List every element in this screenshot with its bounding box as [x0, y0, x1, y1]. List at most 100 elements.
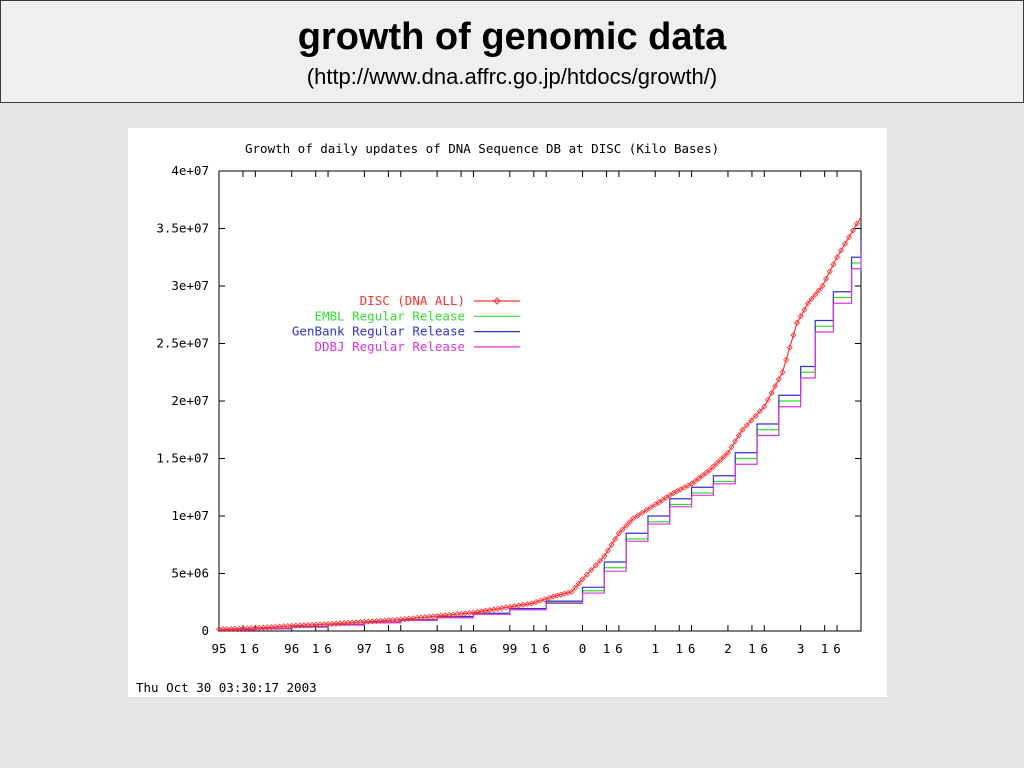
data-point-marker	[643, 506, 650, 514]
data-point-marker	[728, 443, 735, 451]
y-axis: 0 5e+06 1e+07 1.5e+07 2e+07 2.5e+07 3e+07 3.5e+…	[156, 163, 861, 638]
data-point-marker	[666, 492, 673, 499]
x-axis: 95 1 6 96 1 6 97 1 6 98 1 6 99 1 6 0 1 6 1 1 6 2 1 6 3 1 6	[211, 171, 841, 656]
data-point-marker	[721, 453, 728, 460]
data-point-marker	[692, 477, 699, 485]
x-tick-label: 6	[470, 641, 478, 656]
x-tick-label: 6	[324, 641, 332, 656]
x-tick-label: 98	[430, 641, 445, 656]
data-point-marker	[710, 463, 717, 470]
data-point-marker	[739, 426, 746, 433]
data-point-marker	[841, 240, 849, 247]
data-point-marker	[608, 541, 615, 548]
x-tick-label: 1	[651, 641, 659, 656]
data-point-marker	[240, 625, 247, 632]
slide-title: growth of genomic data	[297, 16, 727, 58]
x-tick-label: 1	[530, 641, 538, 656]
slide-subtitle: (http://www.dna.affrc.go.jp/htdocs/growt…	[306, 64, 718, 89]
y-tick-label: 0	[201, 623, 209, 638]
data-point-marker	[652, 501, 659, 508]
x-tick-label: 6	[542, 641, 550, 656]
data-point-marker	[626, 518, 633, 526]
y-tick-label: 1e+07	[171, 508, 209, 523]
data-point-marker	[655, 499, 662, 506]
data-point-marker	[619, 526, 626, 533]
data-point-marker	[853, 220, 861, 227]
data-point-marker	[528, 600, 535, 607]
data-point-marker	[215, 626, 223, 633]
data-point-marker	[699, 472, 706, 479]
series-line	[219, 245, 862, 631]
chart-panel: Growth of daily updates of DNA Sequence …	[128, 128, 887, 697]
x-tick-label: 1	[312, 641, 320, 656]
x-tick-label: 6	[252, 641, 260, 656]
data-point-marker	[743, 422, 750, 429]
data-point-marker	[596, 557, 604, 564]
y-tick-label: 2.5e+07	[156, 336, 209, 351]
data-point-marker	[703, 469, 710, 476]
x-tick-label: 96	[284, 641, 299, 656]
x-tick-label: 1	[748, 641, 756, 656]
data-point-marker	[801, 306, 808, 313]
series-line	[219, 240, 862, 631]
data-point-marker	[623, 522, 630, 529]
y-tick-label: 5e+06	[171, 566, 209, 581]
data-point-marker	[713, 460, 721, 467]
y-tick-label: 3e+07	[171, 278, 209, 293]
data-point-marker	[575, 580, 582, 587]
data-point-marker	[732, 438, 739, 445]
data-point-marker	[808, 295, 815, 303]
x-tick-label: 1	[239, 641, 247, 656]
data-point-marker	[647, 504, 654, 511]
data-point-marker	[659, 496, 666, 503]
data-point-marker	[639, 509, 646, 516]
data-point-marker	[849, 227, 857, 234]
data-point-marker	[845, 234, 853, 241]
x-tick-label: 1	[457, 641, 465, 656]
data-point-marker	[604, 547, 612, 554]
legend: DISC (DNA ALL)EMBL Regular ReleaseGenBan…	[292, 293, 520, 354]
data-point-marker	[706, 466, 713, 474]
x-tick-label: 95	[211, 641, 226, 656]
x-tick-label: 99	[502, 641, 517, 656]
data-point-marker	[775, 376, 782, 383]
data-point-marker	[232, 625, 239, 632]
data-point-marker	[615, 530, 622, 537]
data-point-marker	[797, 313, 804, 320]
data-point-marker	[601, 553, 608, 560]
data-point-marker	[688, 480, 695, 487]
y-tick-label: 4e+07	[171, 163, 209, 178]
data-point-marker	[663, 494, 670, 501]
series-layer	[215, 216, 862, 633]
data-point-marker	[546, 594, 553, 601]
legend-marker	[493, 297, 501, 305]
x-tick-label: 1	[821, 641, 829, 656]
data-point-marker	[748, 417, 755, 424]
chart-timestamp: Thu Oct 30 03:30:17 2003	[136, 680, 317, 695]
y-tick-label: 2e+07	[171, 393, 209, 408]
data-point-marker	[790, 332, 797, 339]
series-line	[218, 216, 862, 630]
data-point-marker	[735, 432, 742, 439]
data-point-marker	[541, 596, 548, 603]
plot-frame	[218, 170, 862, 632]
data-point-marker	[772, 382, 779, 390]
data-point-marker	[537, 597, 544, 604]
data-point-marker	[228, 625, 235, 632]
x-tick-label: 6	[397, 641, 405, 656]
data-point-marker	[588, 566, 595, 574]
data-point-marker	[804, 300, 811, 307]
data-point-marker	[815, 287, 822, 294]
data-point-marker	[793, 319, 801, 326]
title-box: growth of genomic data (http://www.dna.a…	[0, 0, 1024, 103]
data-point-marker	[612, 535, 619, 543]
series-line	[219, 251, 862, 631]
legend-label: DISC (DNA ALL)	[360, 293, 465, 308]
data-point-marker	[224, 625, 231, 633]
data-point-marker	[768, 389, 775, 397]
data-point-marker	[248, 625, 255, 632]
data-point-marker	[783, 356, 790, 363]
x-tick-label: 1	[385, 641, 393, 656]
data-point-marker	[786, 344, 793, 351]
data-point-marker	[833, 254, 841, 261]
